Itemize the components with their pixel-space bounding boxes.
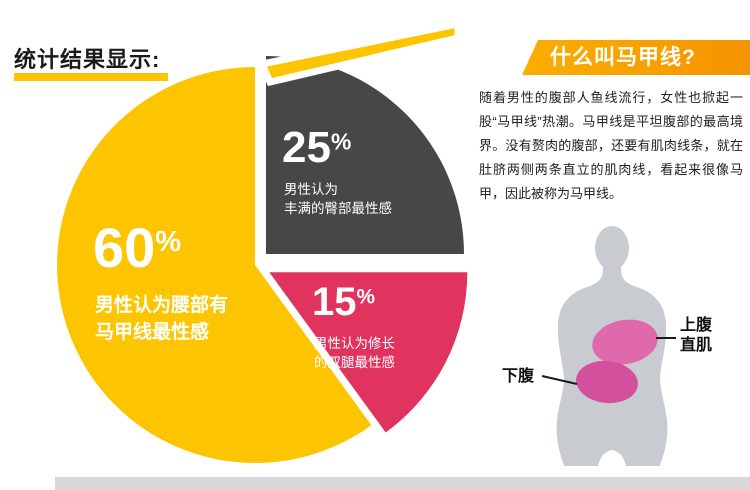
title-underline — [14, 73, 168, 81]
pie-caption-legs: 男性认为修长 的双腿最性感 — [314, 334, 395, 372]
pointer-line-lower — [541, 375, 578, 385]
pie-value-waist: 60% — [93, 220, 181, 276]
pie-slice-legs — [269, 272, 468, 433]
anatomy-figure — [480, 212, 750, 478]
page-title: 统计结果显示: — [14, 47, 161, 72]
pie-caption-waist-line1: 男性认为腰部有 — [95, 295, 229, 316]
pie-value-waist-number: 60 — [93, 216, 156, 279]
section-header-text: 什么叫马甲线? — [550, 46, 696, 69]
pie-value-waist-unit: % — [155, 225, 182, 258]
pie-value-hips-unit: % — [330, 128, 352, 155]
yellow-ribbon-shape — [257, 19, 462, 87]
muscle-lower-ellipse — [576, 360, 638, 404]
article-text: 随着男性的腹部人鱼线流行，女性也掀起一股“马甲线”热潮。马甲线是平坦腹部的最高境… — [479, 90, 743, 201]
section-header: 什么叫马甲线? — [522, 40, 750, 75]
pie-caption-legs-line2: 的双腿最性感 — [314, 355, 395, 370]
body-head — [595, 226, 629, 270]
pie-caption-legs-line1: 男性认为修长 — [314, 336, 395, 351]
label-upper-abs: 上腹直肌 — [680, 317, 713, 354]
muscle-upper-ellipse — [592, 319, 658, 365]
pie-slice-waist — [57, 67, 372, 463]
pie-value-legs-unit: % — [356, 285, 376, 309]
pie-caption-hips-line1: 男性认为 — [284, 182, 338, 197]
pie-caption-hips: 男性认为 丰满的臀部最性感 — [284, 180, 392, 218]
bottom-bar — [55, 477, 750, 490]
pie-svg — [57, 56, 468, 463]
pie-chart: 60% 男性认为腰部有 马甲线最性感 25% 男性认为 丰满的臀部最性感 15%… — [40, 50, 510, 480]
pie-caption-waist-line2: 马甲线最性感 — [95, 322, 210, 343]
pie-slice-hips — [266, 56, 464, 254]
pie-value-hips: 25% — [282, 126, 351, 170]
body-silhouette-svg — [541, 226, 676, 466]
pie-value-hips-number: 25 — [282, 123, 331, 172]
pie-caption-waist: 男性认为腰部有 马甲线最性感 — [95, 292, 228, 346]
pie-value-legs-number: 15 — [312, 280, 357, 324]
label-lower-abs: 下腹 — [502, 368, 535, 385]
pie-caption-hips-line2: 丰满的臀部最性感 — [284, 201, 392, 216]
pie-value-legs: 15% — [312, 282, 375, 322]
yellow-ribbon — [257, 19, 462, 87]
